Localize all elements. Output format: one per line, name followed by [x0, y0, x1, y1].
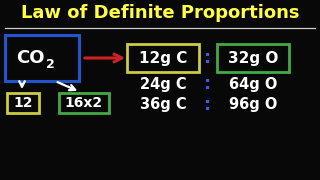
Text: Law of Definite Proportions: Law of Definite Proportions — [21, 4, 299, 22]
Text: 12g C: 12g C — [139, 51, 187, 66]
Text: CO: CO — [16, 49, 44, 67]
Text: :: : — [204, 96, 212, 114]
Text: 16x2: 16x2 — [65, 96, 103, 110]
Text: :: : — [204, 49, 212, 67]
Text: 12: 12 — [13, 96, 33, 110]
Text: 24g C: 24g C — [140, 76, 186, 91]
Text: 36g C: 36g C — [140, 98, 186, 112]
Text: :: : — [204, 75, 212, 93]
Text: 96g O: 96g O — [229, 98, 277, 112]
Text: 32g O: 32g O — [228, 51, 278, 66]
Text: 64g O: 64g O — [229, 76, 277, 91]
Text: 2: 2 — [46, 57, 54, 71]
